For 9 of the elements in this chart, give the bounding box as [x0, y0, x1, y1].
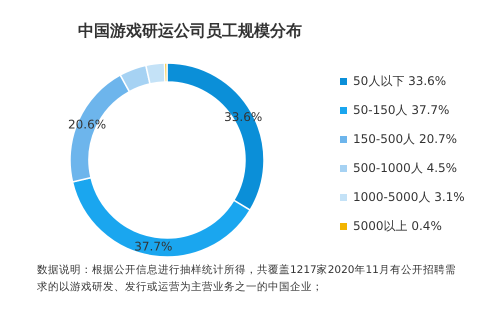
annotation: 数据说明：根据公开信息进行抽样统计所得，共覆盖1217家2020年11月有公开招聘需求的以游戏研发、发行或运营为主营业务之一的中国企业； [37, 263, 457, 295]
legend-label: 500-1000人 4.5% [353, 161, 458, 175]
title: 中国游戏研运公司员工规模分布 [78, 21, 302, 40]
legend-label: 1000-5000人 3.1% [353, 190, 465, 204]
legend-label: 50-150人 37.7% [353, 103, 450, 117]
data-label: 37.7% [134, 239, 172, 254]
legend-label: 5000以上 0.4% [353, 219, 442, 233]
legend-label: 50人以下 33.6% [353, 74, 446, 88]
legend-label: 150-500人 20.7% [353, 132, 458, 146]
